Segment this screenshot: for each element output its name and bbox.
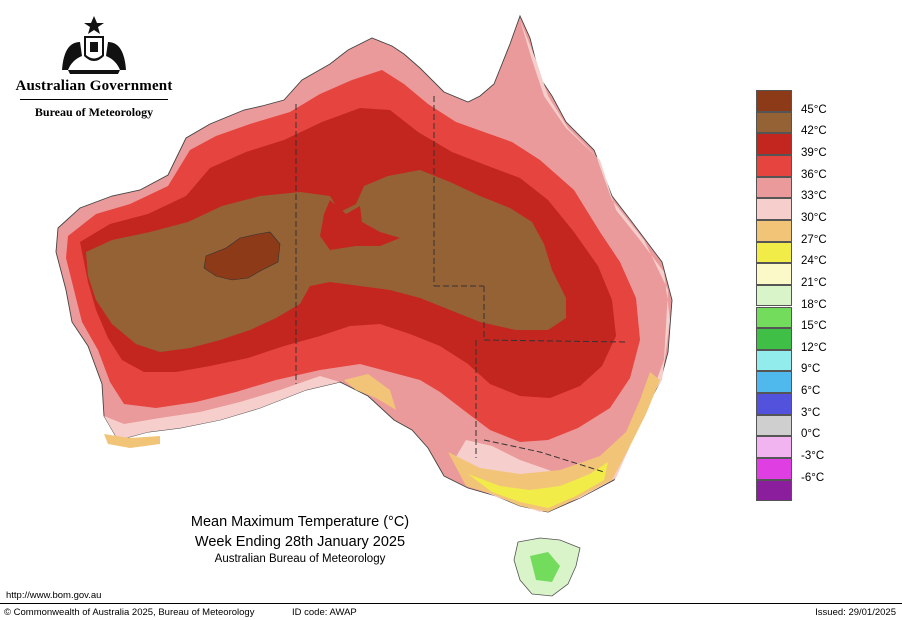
band-42 — [86, 170, 566, 352]
legend-label: 39°C — [801, 146, 827, 159]
legend-label: 24°C — [801, 255, 827, 268]
band-27-bight — [344, 374, 396, 410]
map-subtitle: Week Ending 28th January 2025 — [194, 534, 406, 550]
state-borders — [295, 96, 629, 473]
legend-swatch — [756, 414, 792, 437]
legend-label: 0°C — [801, 428, 821, 441]
band-27 — [448, 372, 660, 512]
legend-label: 21°C — [801, 276, 827, 289]
agency-name: Bureau of Meteorology — [34, 105, 154, 119]
band-45 — [203, 231, 281, 281]
legend-swatch — [756, 306, 792, 329]
copyright-text: © Commonwealth of Australia 2025, Bureau… — [4, 607, 255, 618]
band-27-sw — [104, 434, 160, 448]
band-30-sw — [104, 376, 340, 440]
government-logo: Australian Government Bureau of Meteorol… — [14, 12, 174, 124]
legend-label: 9°C — [801, 363, 821, 376]
legend-swatch — [756, 133, 792, 155]
legend-label: 45°C — [801, 103, 827, 116]
legend-swatch — [756, 328, 792, 350]
legend-swatch — [756, 284, 792, 307]
legend-swatch — [756, 154, 792, 177]
band-24 — [468, 462, 608, 508]
legend-label: 18°C — [801, 298, 827, 311]
map-title-block: Mean Maximum Temperature (°C) Week Endin… — [150, 513, 450, 566]
legend-swatch — [756, 111, 792, 134]
legend-label: -3°C — [801, 450, 825, 463]
legend-label: 42°C — [801, 125, 827, 138]
logo-divider — [20, 99, 168, 100]
legend-label: -6°C — [801, 471, 825, 484]
issued-date: Issued: 29/01/2025 — [815, 607, 896, 618]
tasmania-cool-zone — [530, 552, 560, 582]
legend-label: 12°C — [801, 341, 827, 354]
legend-label: 30°C — [801, 211, 827, 224]
organisation-name: Australian Government — [15, 78, 173, 94]
legend-swatch — [756, 241, 792, 264]
map-source: Australian Bureau of Meteorology — [214, 553, 386, 565]
legend-label: 3°C — [801, 406, 821, 419]
legend-swatch — [756, 176, 792, 199]
legend-swatch — [756, 263, 792, 285]
footer-divider — [0, 603, 902, 604]
legend-swatch — [756, 219, 792, 242]
legend-label: 33°C — [801, 190, 827, 203]
legend-swatch — [756, 479, 792, 502]
legend-swatch — [756, 90, 792, 112]
band-30 — [454, 20, 670, 512]
website-link[interactable]: http://www.bom.gov.au — [6, 590, 102, 601]
legend-label: 6°C — [801, 385, 821, 398]
coat-of-arms-icon — [62, 16, 126, 74]
legend-label: 36°C — [801, 168, 827, 181]
legend-swatch — [756, 436, 792, 459]
map-title: Mean Maximum Temperature (°C) — [190, 514, 410, 530]
legend-swatch — [756, 371, 792, 394]
legend-swatch — [756, 393, 792, 415]
legend-swatch — [756, 198, 792, 220]
legend-swatch — [756, 349, 792, 372]
band-39-incursion — [320, 200, 400, 250]
legend-label: 27°C — [801, 233, 827, 246]
id-code: ID code: AWAP — [292, 607, 357, 618]
legend-swatch — [756, 458, 792, 480]
legend-label: 15°C — [801, 320, 827, 333]
